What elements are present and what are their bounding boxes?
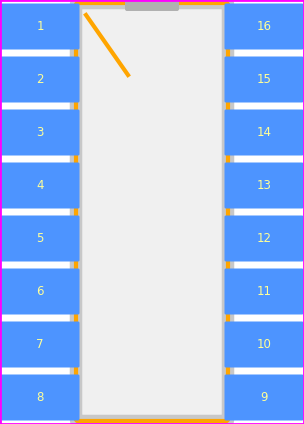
FancyBboxPatch shape	[1, 162, 80, 209]
FancyBboxPatch shape	[1, 374, 80, 421]
Text: 15: 15	[257, 73, 271, 86]
FancyBboxPatch shape	[1, 321, 80, 368]
FancyBboxPatch shape	[224, 56, 303, 103]
Text: 13: 13	[257, 179, 271, 192]
FancyBboxPatch shape	[1, 215, 80, 262]
FancyBboxPatch shape	[224, 215, 303, 262]
Text: 6: 6	[36, 285, 44, 298]
Text: 9: 9	[260, 391, 268, 404]
FancyBboxPatch shape	[1, 109, 80, 156]
Text: 4: 4	[36, 179, 44, 192]
FancyBboxPatch shape	[224, 321, 303, 368]
Text: 7: 7	[36, 338, 44, 351]
FancyBboxPatch shape	[1, 268, 80, 315]
FancyBboxPatch shape	[224, 374, 303, 421]
Text: 14: 14	[257, 126, 271, 139]
Text: 11: 11	[257, 285, 271, 298]
Text: 5: 5	[36, 232, 44, 245]
FancyBboxPatch shape	[224, 3, 303, 50]
Text: 10: 10	[257, 338, 271, 351]
FancyBboxPatch shape	[224, 162, 303, 209]
Text: 3: 3	[36, 126, 44, 139]
Text: 8: 8	[36, 391, 44, 404]
FancyBboxPatch shape	[224, 268, 303, 315]
FancyBboxPatch shape	[125, 0, 179, 11]
FancyBboxPatch shape	[224, 109, 303, 156]
FancyBboxPatch shape	[1, 56, 80, 103]
FancyBboxPatch shape	[76, 3, 228, 421]
Text: 16: 16	[257, 20, 271, 33]
Text: 12: 12	[257, 232, 271, 245]
Text: 2: 2	[36, 73, 44, 86]
FancyBboxPatch shape	[1, 3, 80, 50]
Text: 1: 1	[36, 20, 44, 33]
